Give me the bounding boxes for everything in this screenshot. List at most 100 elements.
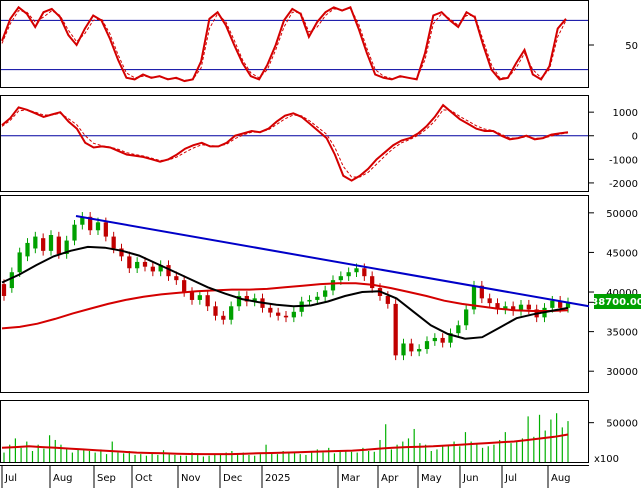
candle-body (17, 252, 22, 273)
price-panel: 50000 45000 40000 35000 30000 (1, 209, 638, 378)
candle-body (354, 268, 359, 273)
candle-body (417, 349, 422, 352)
date-label: Jun (462, 473, 479, 484)
date-label: 2025 (265, 473, 290, 484)
candle-body (440, 337, 445, 343)
candle-body (119, 248, 124, 257)
candle-body (252, 298, 257, 302)
price-frame (0, 195, 589, 393)
date-label: Dec (223, 473, 242, 484)
candle-body (346, 272, 351, 277)
volume-frame (0, 400, 589, 463)
macd-panel: 1000 0 -1000 -2000 (1, 103, 638, 190)
stochastic-tick-label: 50 (625, 41, 638, 52)
candle-body (221, 315, 226, 320)
macd-frame (0, 95, 589, 192)
candle-body (276, 312, 281, 316)
candle-body (565, 302, 571, 308)
price-tick-label: 40000 (606, 288, 638, 299)
candle-body (518, 304, 524, 312)
macd-main-line (1, 103, 569, 182)
candle-body (88, 216, 93, 231)
date-label: Mar (341, 473, 361, 484)
panel-frames (0, 0, 589, 463)
candle-body (197, 295, 202, 300)
date-label: Aug (53, 473, 73, 484)
candle-body (479, 285, 484, 299)
candle-body (330, 280, 336, 291)
candle-body (471, 285, 477, 310)
date-label: May (421, 473, 442, 484)
candle-body (315, 296, 320, 300)
candle-body (487, 298, 492, 304)
candle-body (25, 242, 30, 257)
candle-body (41, 238, 46, 251)
last-price-badge-bg (594, 294, 641, 309)
candle-body (456, 325, 461, 334)
candle-body (189, 292, 195, 300)
candle-body (401, 343, 406, 356)
candle-body (166, 265, 171, 277)
date-label: Sep (97, 473, 116, 484)
candle-body (550, 300, 555, 308)
candle-body (448, 333, 453, 343)
date-label: Oct (135, 473, 152, 484)
stochastic-main-line (1, 5, 567, 83)
last-price-badge: 38700.00 (591, 294, 641, 309)
macd-tick-label: 0 (632, 132, 638, 143)
candle-body (291, 311, 296, 318)
volume-panel: 50000 x100 (1, 413, 638, 465)
candle-body (526, 304, 531, 310)
date-label: Nov (181, 473, 201, 484)
date-label: Jul (504, 473, 517, 484)
candle-body (558, 300, 563, 308)
candle-body (409, 343, 414, 352)
candle-body (370, 276, 375, 289)
candle-body (268, 307, 273, 313)
date-axis: Jul Aug Sep Oct Nov Dec 2025 Mar Apr May Jun Jul Aug (1, 465, 571, 488)
candle-body (64, 240, 69, 255)
candle-body (182, 280, 187, 293)
candle-body (150, 266, 155, 272)
candle-body (142, 261, 148, 267)
candle-body (236, 295, 242, 307)
macd-tick-label: -2000 (609, 179, 638, 190)
candle-body (511, 306, 516, 312)
candle-body (323, 290, 328, 297)
candle-body (33, 236, 38, 249)
candle-body (495, 303, 500, 310)
price-tick-label: 45000 (606, 248, 638, 259)
volume-unit-label: x100 (594, 454, 619, 465)
candle-body (338, 276, 343, 281)
date-label: Apr (381, 473, 399, 484)
candle-body (432, 337, 437, 342)
candle-body (9, 272, 14, 289)
price-tick-label: 50000 (606, 209, 638, 220)
candle-body (424, 341, 430, 350)
volume-average-line (1, 433, 569, 456)
candle-body (80, 216, 85, 225)
date-label: Jul (4, 473, 17, 484)
candle-body (307, 299, 312, 302)
candle-body (283, 315, 289, 318)
volume-tick-label: 50000 (606, 419, 638, 430)
candle-body (464, 309, 469, 326)
candle-body (174, 276, 179, 281)
candle-body (72, 224, 77, 241)
candle-body (205, 295, 210, 307)
candle-body (213, 306, 218, 316)
long-moving-average-line (1, 282, 569, 330)
candle-body (385, 295, 390, 304)
price-tick-label: 30000 (606, 367, 638, 378)
macd-tick-label: -1000 (609, 155, 638, 166)
date-label: Aug (551, 473, 571, 484)
macd-tick-label: 1000 (613, 108, 638, 119)
candle-body (111, 236, 116, 249)
candle-body (158, 265, 163, 272)
candle-body (1, 284, 7, 296)
candle-body (229, 306, 234, 320)
candle-body (127, 256, 132, 269)
candle-body (56, 236, 61, 255)
